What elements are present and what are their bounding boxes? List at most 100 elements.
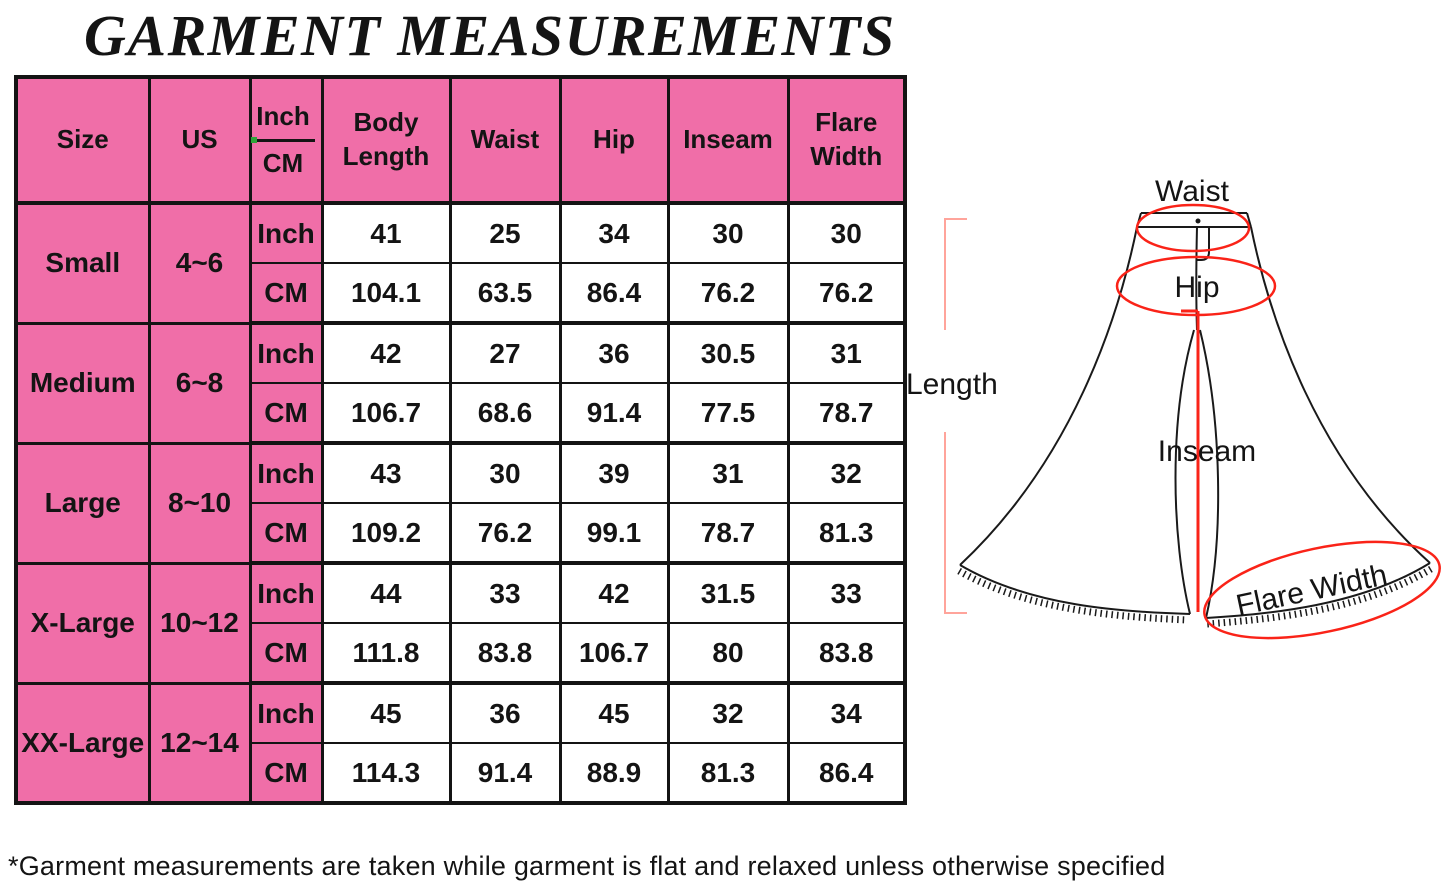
value-cell: 32	[786, 441, 907, 504]
value-cell: 86.4	[558, 262, 670, 325]
value-cell: 30	[448, 441, 562, 504]
us-range: 8~10	[147, 441, 252, 564]
value-cell: 77.5	[666, 382, 790, 445]
fray-left	[957, 567, 1189, 624]
value-cell: 33	[786, 561, 907, 624]
size-label: XX-Large	[14, 681, 151, 804]
value-cell: 32	[666, 681, 790, 744]
value-cell: 36	[448, 681, 562, 744]
value-cell: 31.5	[666, 561, 790, 624]
col-header-us: US	[147, 75, 252, 205]
us-range: 10~12	[147, 561, 252, 684]
value-cell: 106.7	[558, 622, 670, 685]
value-cell: 76.2	[786, 262, 907, 325]
value-cell: 43	[320, 441, 452, 504]
waistband	[1136, 212, 1252, 228]
value-cell: 111.8	[320, 622, 452, 685]
size-label: Small	[14, 201, 151, 324]
table-row: CM 109.2 76.2 99.1 78.7 81.3	[16, 502, 907, 565]
value-cell: 81.3	[666, 742, 790, 805]
hip-ellipse	[1115, 255, 1277, 317]
pants-diagram: Waist Hip Length Inseam Flare Width	[906, 175, 1441, 640]
value-cell: 86.4	[786, 742, 907, 805]
value-cell: 42	[558, 561, 670, 624]
value-cell: 36	[558, 321, 670, 384]
col-header-hip: Hip	[558, 75, 670, 205]
waist-ellipse	[1135, 203, 1251, 253]
inseam-label: Inseam	[1158, 435, 1256, 468]
unit-label: Inch	[248, 321, 324, 384]
value-cell: 27	[448, 321, 562, 384]
page-title: GARMENT MEASUREMENTS	[84, 3, 896, 68]
value-cell: 88.9	[558, 742, 670, 805]
value-cell: 91.4	[558, 382, 670, 445]
flare-width-ellipse	[1203, 540, 1441, 640]
value-cell: 39	[558, 441, 670, 504]
value-cell: 106.7	[320, 382, 452, 445]
table-row: Large 8~10 Inch 43 30 39 31 32	[14, 441, 907, 564]
col-header-flare-width: Flare Width	[786, 75, 907, 205]
header-row: Size US Inch CM Body Length Waist Hip In…	[14, 75, 907, 205]
value-cell: 114.3	[320, 742, 452, 805]
hip-label: Hip	[1174, 271, 1219, 304]
us-range: 12~14	[147, 681, 252, 804]
value-cell: 80	[666, 622, 790, 685]
inch-header-label: Inch	[256, 100, 310, 131]
value-cell: 30	[786, 201, 907, 264]
green-mark	[250, 136, 257, 143]
value-cell: 33	[448, 561, 562, 624]
table-row: XX-Large 12~14 Inch 45 36 45 32 34	[14, 681, 907, 804]
value-cell: 83.8	[448, 622, 562, 685]
value-cell: 83.8	[786, 622, 907, 685]
hem-fray	[957, 565, 1433, 628]
unit-label: Inch	[248, 681, 324, 744]
value-cell: 68.6	[448, 382, 562, 445]
value-cell: 99.1	[558, 502, 670, 565]
unit-label: Inch	[248, 441, 324, 504]
col-header-cm: CM	[262, 147, 304, 178]
value-cell: 45	[320, 681, 452, 744]
value-cell: 34	[786, 681, 907, 744]
col-header-units: Inch CM	[248, 75, 324, 205]
table-row: CM 104.1 63.5 86.4 76.2 76.2	[16, 262, 907, 325]
unit-label: CM	[248, 262, 324, 325]
col-header-inseam: Inseam	[666, 75, 790, 205]
value-cell: 78.7	[666, 502, 790, 565]
right-outer-seam	[1250, 226, 1431, 564]
left-hem	[959, 564, 1191, 615]
table-row: CM 111.8 83.8 106.7 80 83.8	[16, 622, 907, 685]
col-header-waist: Waist	[448, 75, 562, 205]
length-bracket	[944, 218, 967, 614]
value-cell: 91.4	[448, 742, 562, 805]
value-cell: 25	[448, 201, 562, 264]
value-cell: 42	[320, 321, 452, 384]
value-cell: 76.2	[666, 262, 790, 325]
length-label: Length	[906, 368, 998, 401]
value-cell: 45	[558, 681, 670, 744]
value-cell: 104.1	[320, 262, 452, 325]
table-row: X-Large 10~12 Inch 44 33 42 31.5 33	[14, 561, 907, 684]
waist-label: Waist	[1155, 175, 1230, 208]
table-row: CM 106.7 68.6 91.4 77.5 78.7	[16, 382, 907, 445]
table-row: Small 4~6 Inch 41 25 34 30 30	[14, 201, 907, 324]
size-label: Medium	[14, 321, 151, 444]
left-outer-seam	[959, 226, 1138, 566]
unit-label: CM	[248, 742, 324, 805]
unit-label: Inch	[248, 561, 324, 624]
size-label: Large	[14, 441, 151, 564]
col-header-body-length: Body Length	[320, 75, 452, 205]
us-range: 6~8	[147, 321, 252, 444]
value-cell: 31	[786, 321, 907, 384]
value-cell: 109.2	[320, 502, 452, 565]
col-header-inch: Inch	[250, 96, 315, 143]
unit-label: CM	[248, 622, 324, 685]
value-cell: 63.5	[448, 262, 562, 325]
fray-right	[1206, 565, 1433, 628]
right-inner-seam	[1199, 329, 1220, 619]
unit-label: Inch	[248, 201, 324, 264]
value-cell: 44	[320, 561, 452, 624]
footnote: *Garment measurements are taken while ga…	[8, 851, 1166, 881]
unit-label: CM	[248, 502, 324, 565]
value-cell: 30	[666, 201, 790, 264]
